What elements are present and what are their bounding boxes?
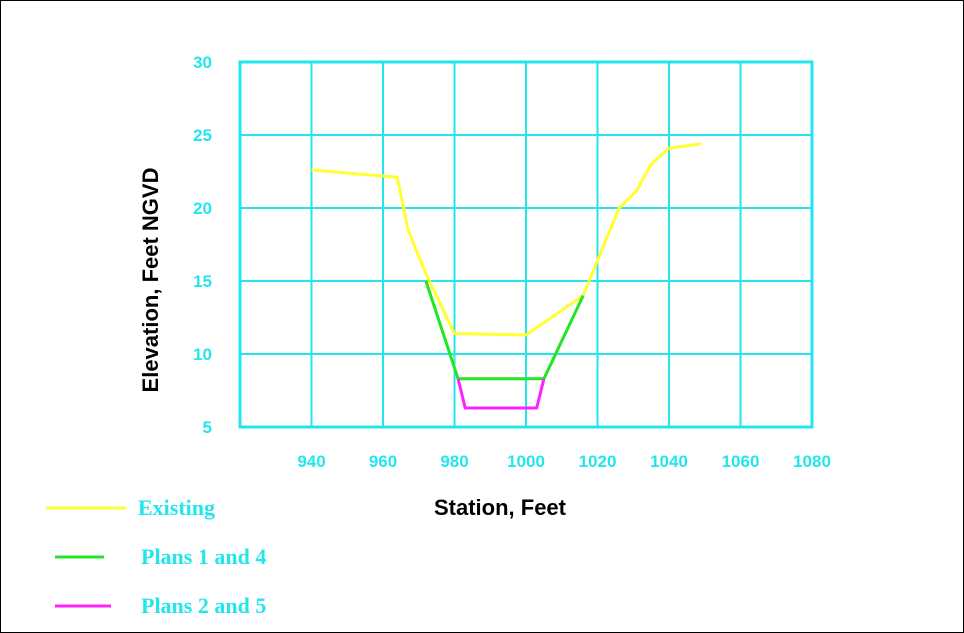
x-tick-label-1080: 1080	[793, 452, 831, 471]
legend-label-2: Plans 1 and 4	[141, 544, 266, 569]
y-tick-label-25: 25	[193, 126, 212, 145]
series-line-1	[311, 142, 702, 337]
y-tick-label-5: 5	[203, 418, 212, 437]
x-tick-label-940: 940	[297, 452, 325, 471]
x-tick-label-960: 960	[369, 452, 397, 471]
y-tick-labels: 5 10 15 20 25 30	[193, 53, 212, 437]
y-tick-label-15: 15	[193, 272, 212, 291]
plot-area	[238, 60, 814, 429]
x-tick-label-1020: 1020	[579, 452, 617, 471]
x-axis-label: Station, Feet	[434, 495, 567, 520]
plot-border	[238, 60, 814, 429]
grid-lines	[240, 61, 813, 428]
series-lines	[311, 142, 702, 410]
x-tick-label-1060: 1060	[722, 452, 760, 471]
y-tick-label-30: 30	[193, 53, 212, 72]
y-tick-label-20: 20	[193, 199, 212, 218]
y-tick-label-10: 10	[193, 345, 212, 364]
x-tick-labels: 940 960 980 1000 1020 1040 1060 1080	[297, 452, 831, 471]
legend-label-3: Plans 2 and 5	[141, 593, 266, 618]
x-tick-label-1040: 1040	[650, 452, 688, 471]
x-tick-label-1000: 1000	[507, 452, 545, 471]
series-line-2	[424, 280, 585, 381]
x-tick-label-980: 980	[440, 452, 468, 471]
y-axis-label: Elevation, Feet NGVD	[138, 168, 163, 393]
legend: Existing Plans 1 and 4 Plans 2 and 5	[46, 495, 266, 618]
series-line-3	[456, 378, 546, 410]
legend-label-1: Existing	[138, 495, 215, 520]
